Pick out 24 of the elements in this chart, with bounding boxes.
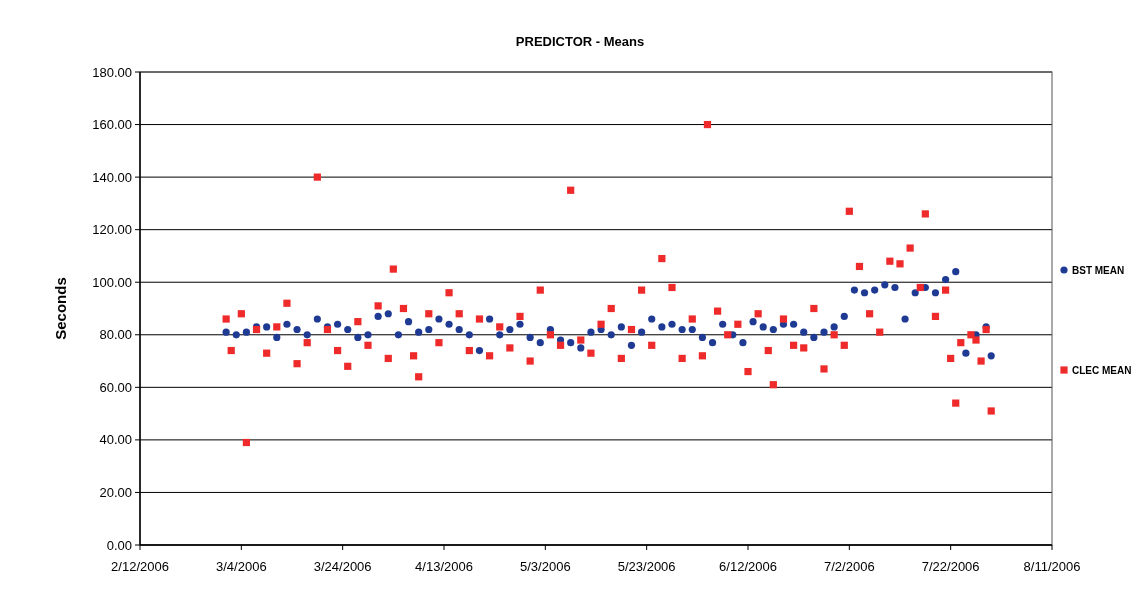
y-axis-title: Seconds [52,277,69,340]
y-tick-label: 80.00 [99,327,132,343]
x-tick-label: 5/23/2006 [617,559,676,574]
x-tick-label: 7/2/2006 [824,559,875,574]
legend-label: CLEC MEAN [1072,364,1132,376]
y-tick-label: 40.00 [99,432,132,448]
legend-label: BST MEAN [1072,264,1125,276]
y-tick-label: 140.00 [92,169,132,185]
y-tick-label: 180.00 [92,64,132,80]
x-tick-label: 6/12/2006 [719,559,777,574]
y-tick-label: 20.00 [99,484,132,500]
x-tick-label: 4/13/2006 [415,559,473,574]
x-tick-label: 3/4/2006 [216,559,267,574]
x-tick-label: 3/24/2006 [313,559,372,574]
chart-title: PREDICTOR - Means [515,34,645,49]
y-tick-label: 160.00 [92,117,132,133]
x-tick-label: 5/3/2006 [520,559,571,574]
x-tick-label: 7/22/2006 [921,559,980,574]
y-tick-label: 120.00 [92,222,132,238]
y-tick-label: 60.00 [99,379,132,395]
y-tick-label: 100.00 [92,274,132,290]
x-tick-label: 8/11/2006 [1023,559,1081,574]
y-tick-label: 0.00 [106,537,132,553]
x-tick-label: 2/12/2006 [111,559,169,574]
